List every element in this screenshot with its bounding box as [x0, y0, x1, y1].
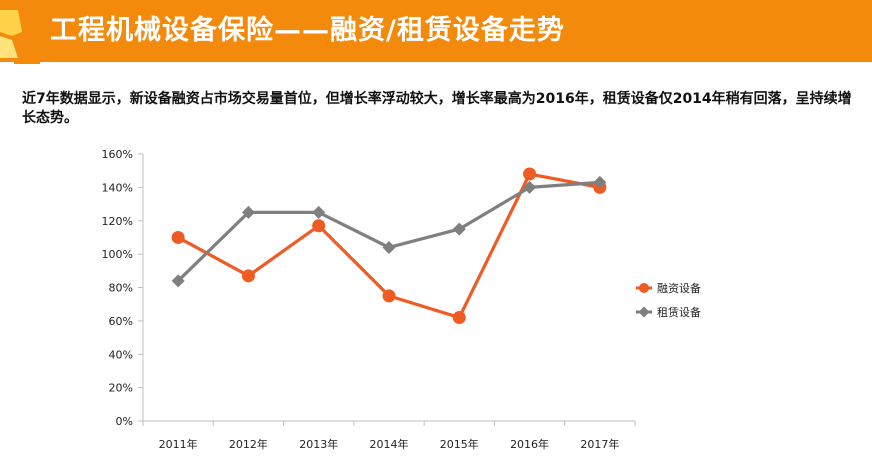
- y-tick-label: 80%: [109, 282, 133, 295]
- y-tick-label: 100%: [102, 248, 133, 261]
- legend-label: 租赁设备: [657, 305, 701, 319]
- legend-label: 融资设备: [657, 281, 701, 295]
- x-tick-label: 2012年: [229, 437, 268, 451]
- y-tick-label: 0%: [116, 415, 133, 428]
- banner-accent-icon: [0, 2, 40, 64]
- x-tick-label: 2016年: [510, 437, 549, 451]
- data-point: [382, 289, 396, 303]
- y-tick-label: 20%: [109, 382, 133, 395]
- x-tick-label: 2013年: [299, 437, 338, 451]
- data-point: [241, 269, 255, 283]
- data-point: [452, 222, 466, 236]
- y-tick-label: 120%: [102, 215, 133, 228]
- data-point: [523, 167, 537, 181]
- data-point: [241, 205, 255, 219]
- data-point: [593, 175, 607, 189]
- y-tick-label: 40%: [109, 348, 133, 361]
- title-banner: [0, 0, 872, 62]
- y-tick-label: 160%: [102, 148, 133, 161]
- data-point: [382, 240, 396, 254]
- x-tick-label: 2017年: [580, 437, 619, 451]
- legend-marker-icon: [639, 283, 649, 293]
- page-title: 工程机械设备保险——融资/租赁设备走势: [50, 15, 565, 46]
- data-point: [312, 219, 326, 233]
- x-tick-label: 2015年: [440, 437, 479, 451]
- x-tick-label: 2011年: [159, 437, 198, 451]
- y-tick-label: 60%: [109, 315, 133, 328]
- data-point: [523, 180, 537, 194]
- data-point: [452, 311, 466, 325]
- x-tick-label: 2014年: [370, 437, 409, 451]
- summary-text: 近7年数据显示，新设备融资占市场交易量首位，但增长率浮动较大，增长率最高为201…: [22, 91, 852, 126]
- data-point: [171, 230, 185, 244]
- series-line-2: [177, 180, 600, 282]
- y-tick-label: 140%: [102, 181, 133, 194]
- legend-marker-icon: [638, 306, 650, 318]
- data-point: [171, 274, 185, 288]
- data-point: [312, 205, 326, 219]
